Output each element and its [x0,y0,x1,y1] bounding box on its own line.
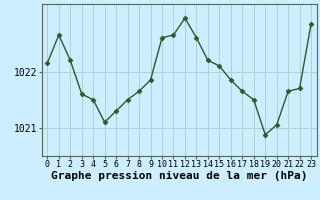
X-axis label: Graphe pression niveau de la mer (hPa): Graphe pression niveau de la mer (hPa) [51,171,308,181]
